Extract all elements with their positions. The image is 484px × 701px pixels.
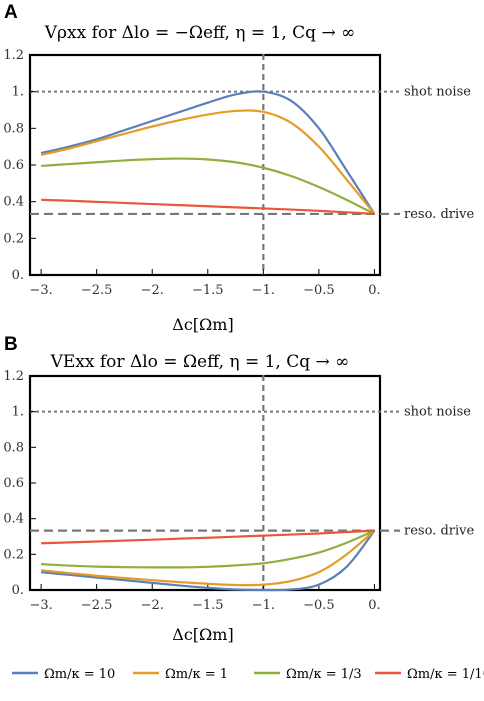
- shot-noise-annotation: shot noise: [404, 405, 471, 420]
- series-line-red: [41, 529, 375, 545]
- panel-b-plot: shot noise reso. drive −3. −2.5 −2. −1.5 −1. −0…: [3, 369, 474, 613]
- x-tick-label: −2.5: [81, 283, 113, 298]
- plot-frame: [28, 53, 382, 277]
- x-tick-label: −1.5: [192, 283, 224, 298]
- panel-b-title: VExx for Δlo = Ωeff, η = 1, Cq → ∞: [50, 352, 350, 372]
- y-tick-label: 0.6: [3, 158, 24, 173]
- series-line-blue: [41, 529, 376, 592]
- shot-noise-annotation: shot noise: [404, 85, 471, 100]
- series-line-orange: [41, 529, 376, 587]
- series-line-blue: [40, 90, 376, 215]
- legend-label-green: Ωm/κ = 1/3: [286, 667, 362, 682]
- y-tick-label: 0.8: [3, 121, 24, 136]
- x-tick-label: −2.: [141, 598, 164, 613]
- y-tick-label: 0.: [12, 268, 24, 283]
- legend-label-blue: Ωm/κ = 10: [44, 667, 115, 682]
- y-tick-label: 1.2: [3, 48, 24, 63]
- y-tick-label: 1.: [12, 405, 24, 420]
- x-tick-label: −2.: [141, 283, 164, 298]
- panel-b-letter: B: [4, 334, 18, 355]
- y-tick-label: 1.: [12, 85, 24, 100]
- y-tick-label: 0.8: [3, 440, 24, 455]
- panel-a-xlabel: Δc[Ωm]: [172, 315, 233, 334]
- y-tick-label: 0.: [12, 583, 24, 598]
- reso-drive-annotation: reso. drive: [404, 524, 474, 539]
- y-tick-label: 0.6: [3, 476, 24, 491]
- series-line-red: [41, 198, 375, 216]
- plot-frame: [28, 374, 382, 592]
- legend-label-red: Ωm/κ = 1/10: [407, 667, 484, 682]
- panel-b: B VExx for Δlo = Ωeff, η = 1, Cq → ∞ sho…: [3, 334, 474, 644]
- y-tick-label: 0.2: [3, 231, 24, 246]
- series-line-green: [41, 157, 375, 215]
- series-line-green: [41, 529, 375, 569]
- panel-b-xlabel: Δc[Ωm]: [172, 625, 233, 644]
- panel-a: A Vρxx for Δlo = −Ωeff, η = 1, Cq → ∞ sh…: [3, 2, 474, 334]
- x-tick-label: −0.5: [303, 598, 335, 613]
- panel-a-letter: A: [4, 2, 18, 23]
- panel-a-title: Vρxx for Δlo = −Ωeff, η = 1, Cq → ∞: [44, 23, 356, 43]
- y-tick-label: 0.4: [3, 512, 24, 527]
- x-tick-label: −1.: [252, 283, 275, 298]
- panel-a-plot: shot noise reso. drive −3. −2.5 −2. −1.5 −1. −0…: [3, 48, 474, 298]
- x-tick-label: 0.: [368, 283, 380, 298]
- x-tick-label: −2.5: [81, 598, 113, 613]
- x-tick-label: −1.5: [192, 598, 224, 613]
- reso-drive-annotation: reso. drive: [404, 207, 474, 222]
- x-tick-label: 0.: [368, 598, 380, 613]
- legend-label-orange: Ωm/κ = 1: [165, 667, 228, 682]
- y-tick-label: 0.2: [3, 547, 24, 562]
- x-tick-label: −3.: [29, 283, 52, 298]
- y-tick-label: 1.2: [3, 369, 24, 384]
- legend: Ωm/κ = 10 Ωm/κ = 1 Ωm/κ = 1/3 Ωm/κ = 1/10: [12, 667, 484, 682]
- series-line-orange: [40, 109, 376, 215]
- x-tick-label: −1.: [252, 598, 275, 613]
- x-tick-label: −3.: [29, 598, 52, 613]
- x-tick-label: −0.5: [303, 283, 335, 298]
- y-tick-label: 0.4: [3, 195, 24, 210]
